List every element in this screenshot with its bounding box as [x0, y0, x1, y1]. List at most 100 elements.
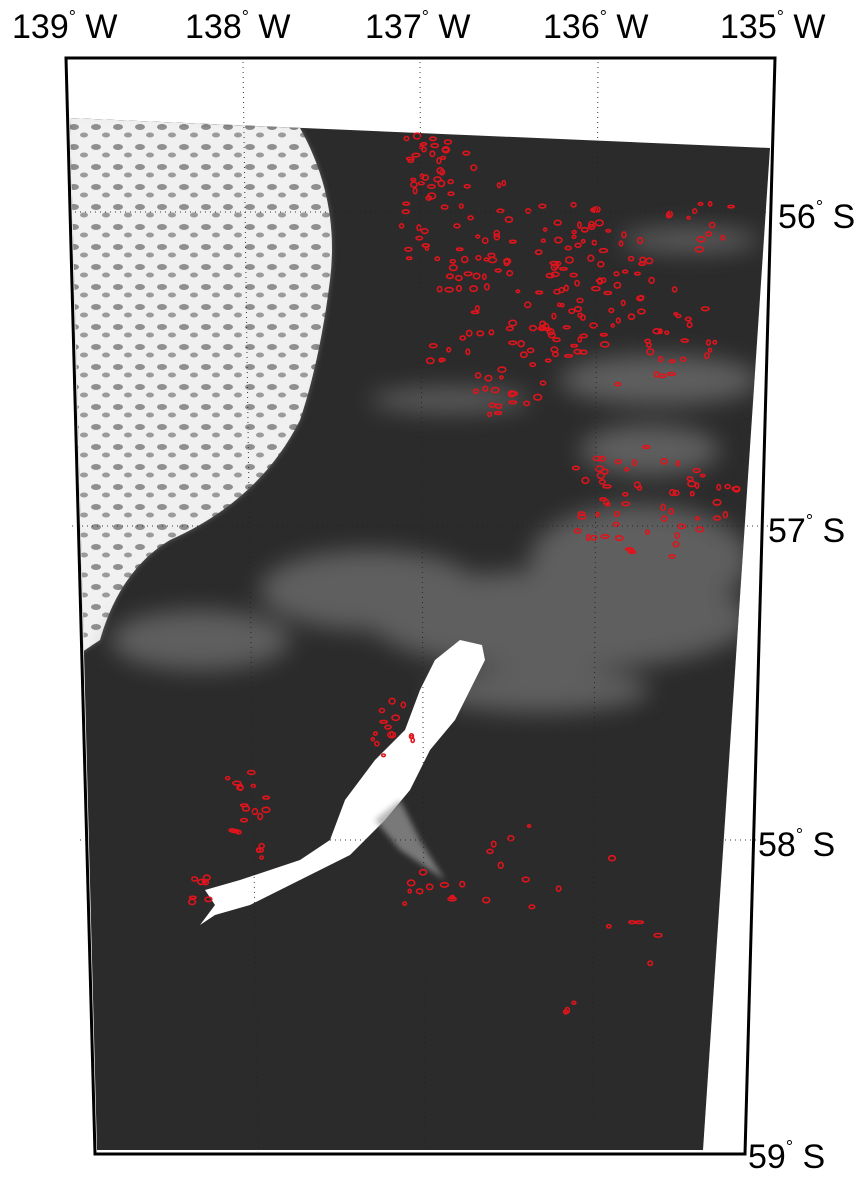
detection-marker [576, 297, 584, 304]
detection-marker [614, 534, 624, 542]
detection-marker [427, 192, 437, 200]
detection-marker [624, 466, 630, 472]
detection-marker [421, 146, 427, 153]
detection-marker [722, 511, 729, 519]
detection-marker [410, 177, 417, 182]
detection-marker [472, 388, 480, 395]
lon-label-136w: 136° W [543, 7, 649, 46]
detection-marker [497, 861, 504, 869]
detection-marker [571, 1000, 577, 1005]
detection-marker [488, 329, 495, 336]
detection-marker [507, 390, 516, 398]
detection-marker [569, 272, 578, 278]
detection-marker [645, 342, 652, 348]
detection-marker [257, 812, 264, 821]
detection-marker [486, 848, 494, 855]
detection-marker [497, 366, 507, 373]
detection-marker [251, 807, 259, 816]
detection-marker [552, 337, 561, 343]
detection-marker [571, 229, 577, 235]
detection-marker [230, 828, 240, 834]
detection-marker [564, 256, 574, 264]
detection-marker [398, 222, 405, 229]
detection-marker [712, 498, 722, 506]
detection-marker [637, 261, 646, 267]
detection-marker [201, 878, 208, 884]
detection-marker [689, 490, 695, 497]
detection-marker [553, 219, 562, 226]
detection-marker [504, 216, 514, 223]
detection-marker [232, 780, 242, 786]
detection-marker [699, 473, 706, 478]
detection-marker [429, 150, 436, 158]
detection-marker [378, 707, 386, 714]
detection-marker [571, 465, 581, 471]
detection-marker [475, 254, 482, 261]
map-frame [64, 56, 777, 1156]
detection-marker [636, 236, 644, 245]
detection-marker [241, 805, 251, 812]
detection-marker [519, 351, 528, 359]
detection-marker [608, 307, 615, 314]
detection-marker [568, 308, 576, 314]
detection-marker [660, 515, 668, 523]
detection-marker [551, 351, 559, 358]
detection-marker [476, 330, 485, 337]
detection-marker [592, 455, 602, 462]
detection-marker [587, 223, 596, 230]
detection-marker [615, 317, 621, 324]
detection-marker [686, 321, 693, 329]
detection-marker [524, 207, 532, 214]
detection-marker [633, 481, 641, 489]
detection-marker [380, 753, 387, 758]
detection-marker [667, 371, 677, 377]
detection-marker [458, 203, 464, 209]
detection-marker [484, 374, 493, 382]
detection-marker [426, 184, 436, 190]
detection-marker [691, 208, 698, 215]
detection-marker [695, 526, 705, 533]
detection-marker [554, 236, 563, 244]
detection-marker [573, 305, 582, 313]
detection-marker [472, 272, 481, 280]
detection-marker [573, 348, 583, 355]
detection-marker [470, 164, 478, 172]
detection-marker [648, 276, 655, 285]
detection-marker [409, 181, 418, 188]
detection-marker [447, 896, 457, 902]
detection-marker [417, 181, 425, 186]
detection-marker [498, 375, 504, 380]
detection-marker [672, 489, 680, 497]
lon-label-138w: 138° W [185, 7, 291, 46]
detection-marker [620, 299, 626, 307]
detection-marker [731, 485, 741, 492]
detection-marker [542, 227, 548, 232]
detection-marker [680, 338, 690, 343]
detection-marker [372, 731, 379, 736]
detection-marker [446, 346, 452, 353]
detection-marker [598, 455, 607, 462]
detection-marker [436, 285, 443, 293]
detection-marker [469, 285, 479, 293]
detection-marker [455, 284, 463, 292]
detection-marker [528, 324, 538, 332]
detection-marker [589, 322, 598, 329]
detection-marker [454, 274, 463, 282]
detection-marker [447, 191, 455, 197]
detection-marker [370, 736, 376, 742]
detection-marker [647, 960, 654, 967]
detection-marker [671, 286, 678, 293]
detection-marker [571, 234, 577, 240]
detection-marker [559, 302, 565, 308]
detection-marker [641, 444, 651, 450]
detection-marker [668, 554, 676, 559]
detection-marker [508, 400, 518, 405]
detection-marker [605, 501, 611, 507]
lon-label-139w: 139° W [12, 7, 118, 46]
detection-marker [712, 339, 718, 345]
detection-marker [613, 271, 620, 277]
detection-marker [564, 245, 573, 251]
detection-marker [581, 476, 590, 485]
detection-marker [628, 920, 636, 925]
detection-marker [415, 235, 424, 241]
